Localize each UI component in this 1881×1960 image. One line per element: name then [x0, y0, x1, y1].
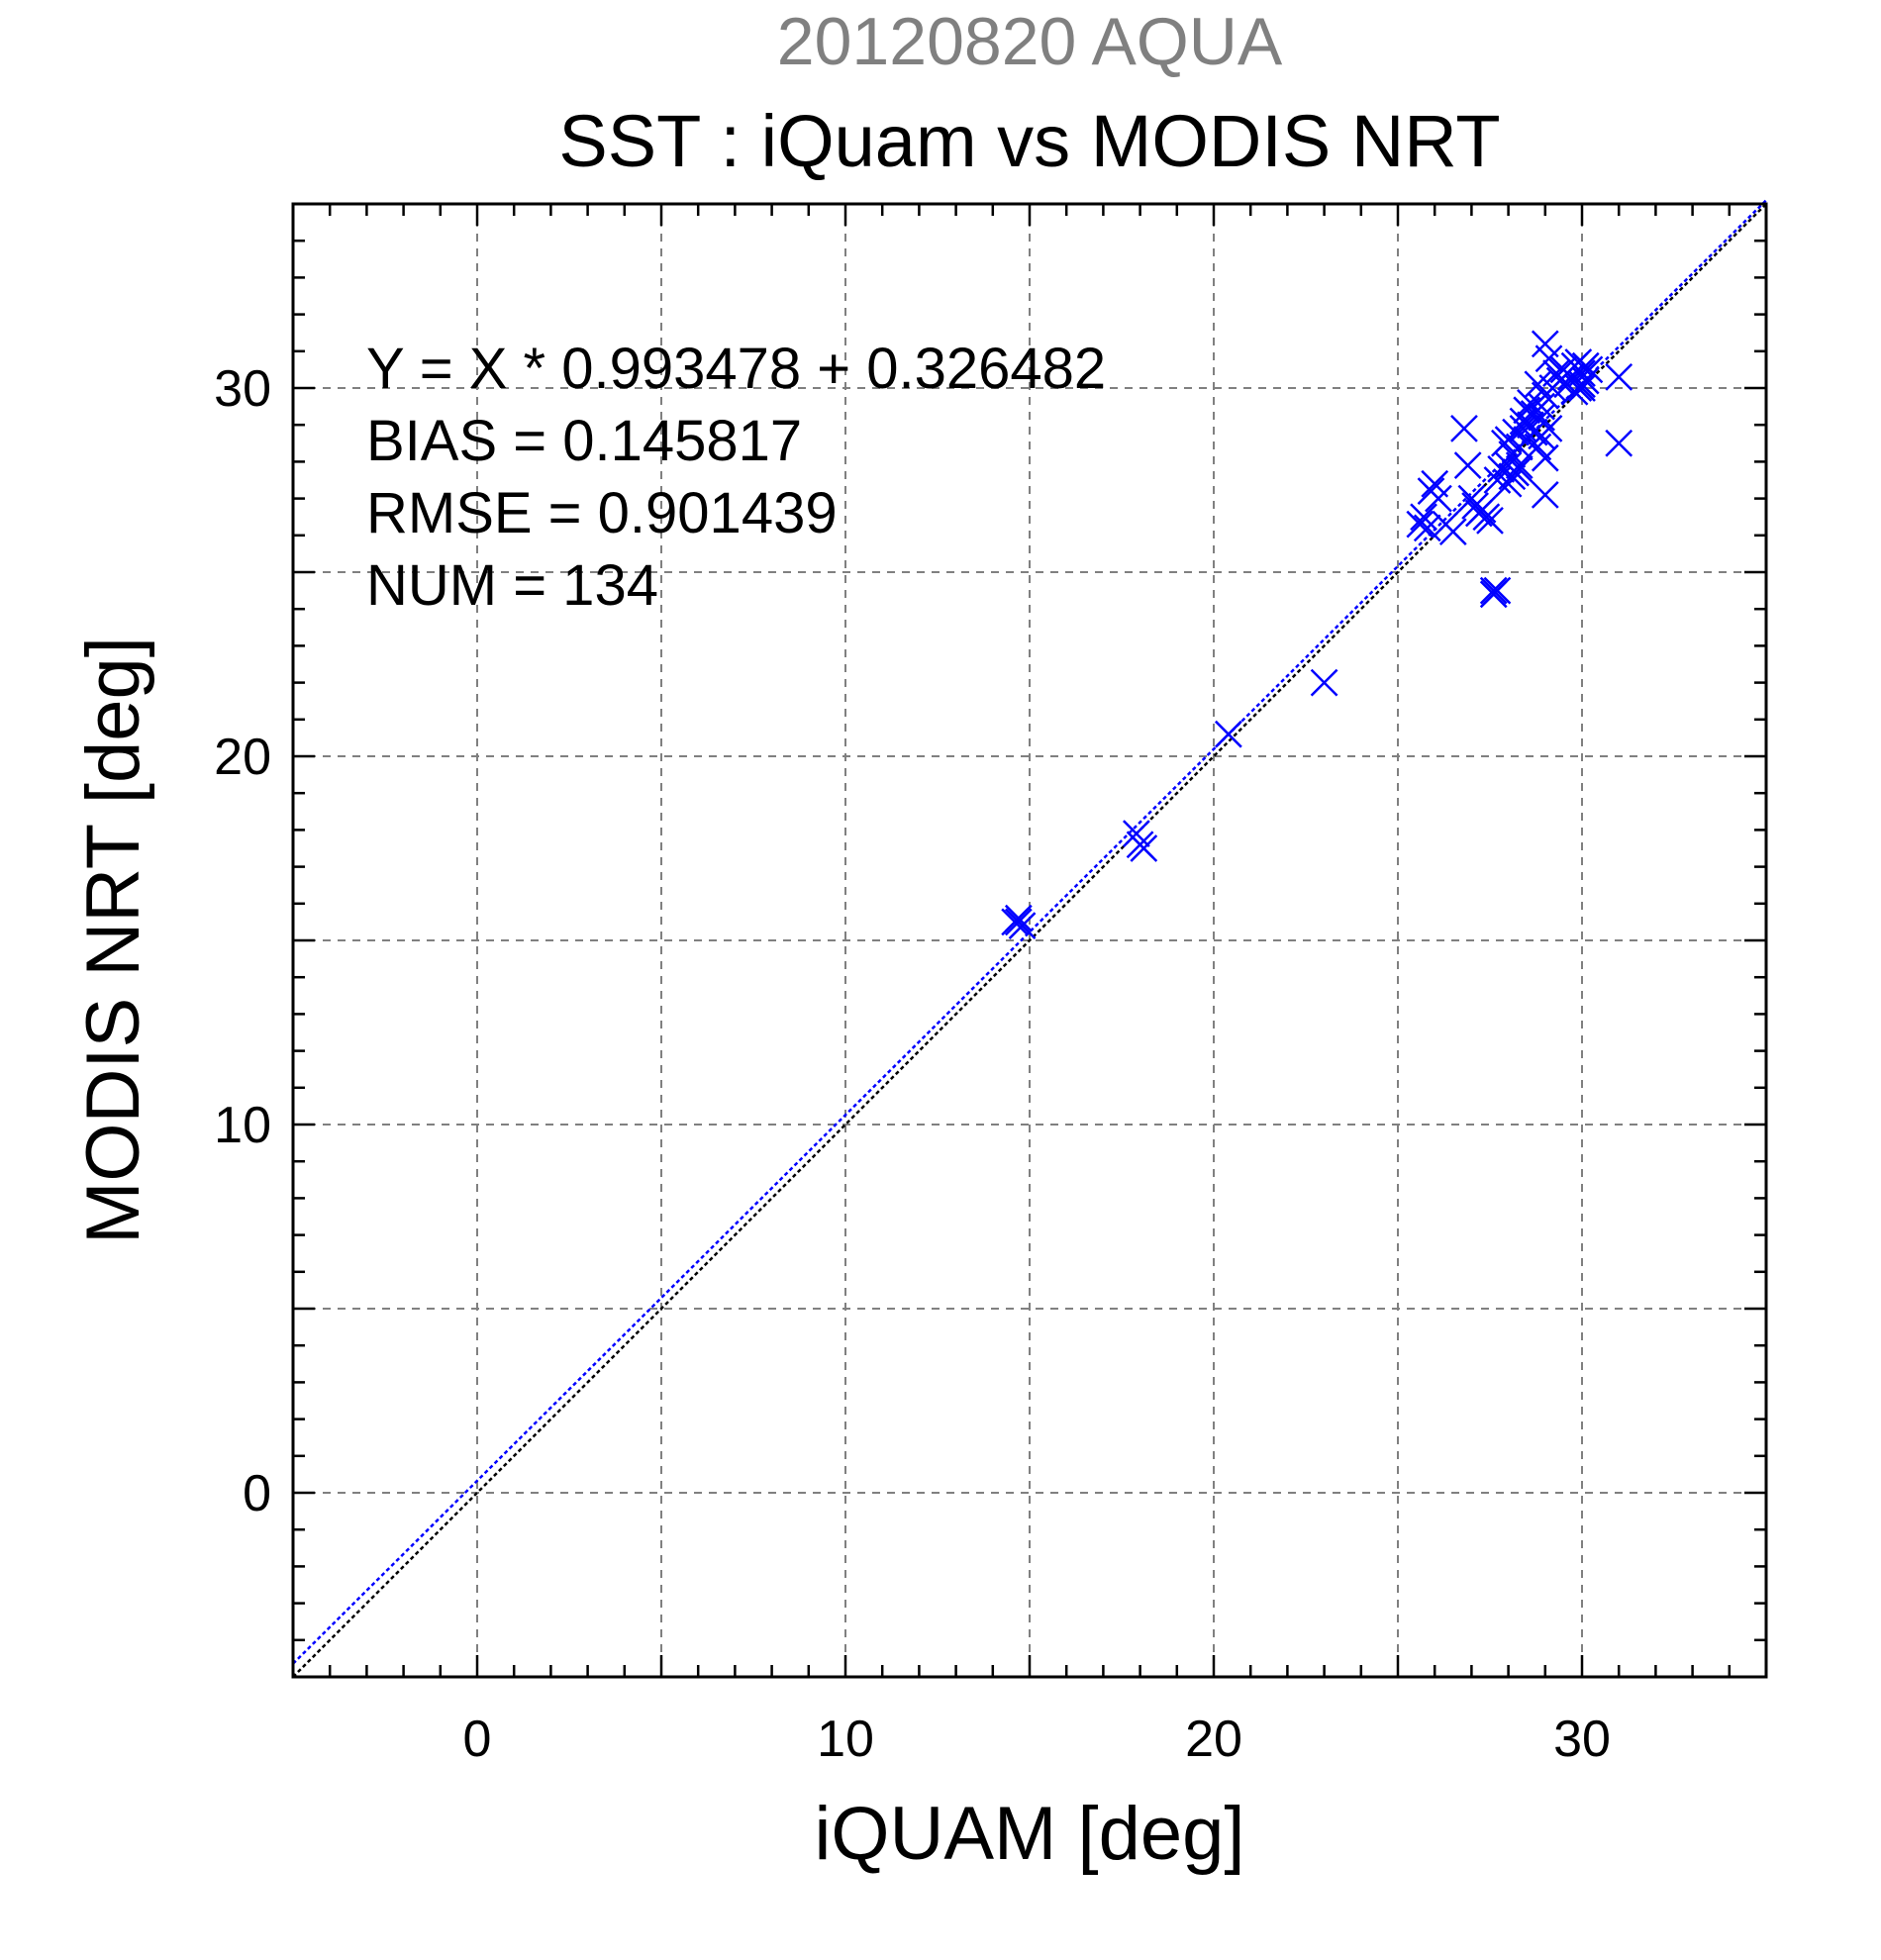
- x-tick-label: 20: [1185, 1711, 1242, 1768]
- y-tick-label: 0: [243, 1465, 271, 1522]
- y-tick-label: 10: [214, 1097, 271, 1154]
- data-point: [1214, 720, 1242, 748]
- stats-annotations: Y = X * 0.993478 + 0.326482 BIAS = 0.1458…: [366, 337, 1106, 618]
- chart-subtitle: 20120820 AQUA: [777, 4, 1283, 79]
- data-point: [1605, 362, 1634, 391]
- data-points: [1001, 330, 1634, 940]
- x-tick-label: 10: [817, 1711, 874, 1768]
- data-point: [1534, 344, 1563, 373]
- data-point: [1531, 443, 1559, 472]
- stats-annotation-1: Y = X * 0.993478 + 0.326482: [366, 337, 1106, 401]
- data-point: [1479, 576, 1508, 605]
- data-point: [1494, 469, 1523, 498]
- data-point: [1483, 576, 1512, 605]
- y-tick-label: 30: [214, 360, 271, 418]
- data-point: [1531, 480, 1559, 509]
- grid-lines: [293, 204, 1766, 1677]
- data-point: [1406, 510, 1435, 539]
- data-point: [1425, 484, 1452, 513]
- x-axis-label: iQUAM [deg]: [814, 1792, 1244, 1876]
- data-point: [1410, 503, 1437, 532]
- data-point: [1122, 820, 1150, 848]
- x-tick-label: 30: [1553, 1711, 1611, 1768]
- stats-annotation-3: RMSE = 0.901439: [366, 481, 838, 545]
- data-point: [1528, 392, 1555, 421]
- stats-annotation-2: BIAS = 0.145817: [366, 409, 802, 473]
- y-tick-labels: 0 10 20 30: [214, 360, 271, 1522]
- data-point: [1413, 514, 1441, 542]
- x-tick-labels: 0 10 20 30: [463, 1711, 1611, 1768]
- data-point: [1517, 388, 1544, 417]
- data-point: [1004, 904, 1033, 932]
- data-point: [1004, 908, 1033, 936]
- data-point: [1528, 403, 1555, 432]
- data-point: [1571, 351, 1600, 380]
- data-point: [1310, 668, 1338, 697]
- chart-title: SST : iQuam vs MODIS NRT: [558, 100, 1500, 182]
- data-point: [1130, 834, 1158, 862]
- data-point: [1450, 415, 1478, 442]
- data-point: [1568, 359, 1596, 388]
- x-tick-label: 0: [463, 1711, 492, 1768]
- y-tick-label: 20: [214, 729, 271, 786]
- data-point: [1509, 415, 1537, 442]
- stats-annotation-4: NUM = 134: [366, 553, 658, 618]
- data-point: [1438, 518, 1467, 545]
- data-point: [1505, 454, 1534, 483]
- data-point: [1564, 348, 1593, 376]
- plot-frame: [291, 202, 1768, 1679]
- data-point: [1556, 362, 1585, 391]
- data-point: [1453, 451, 1482, 480]
- y-axis-label: MODIS NRT [deg]: [71, 637, 155, 1244]
- data-point: [1605, 429, 1634, 457]
- data-point: [1476, 507, 1504, 535]
